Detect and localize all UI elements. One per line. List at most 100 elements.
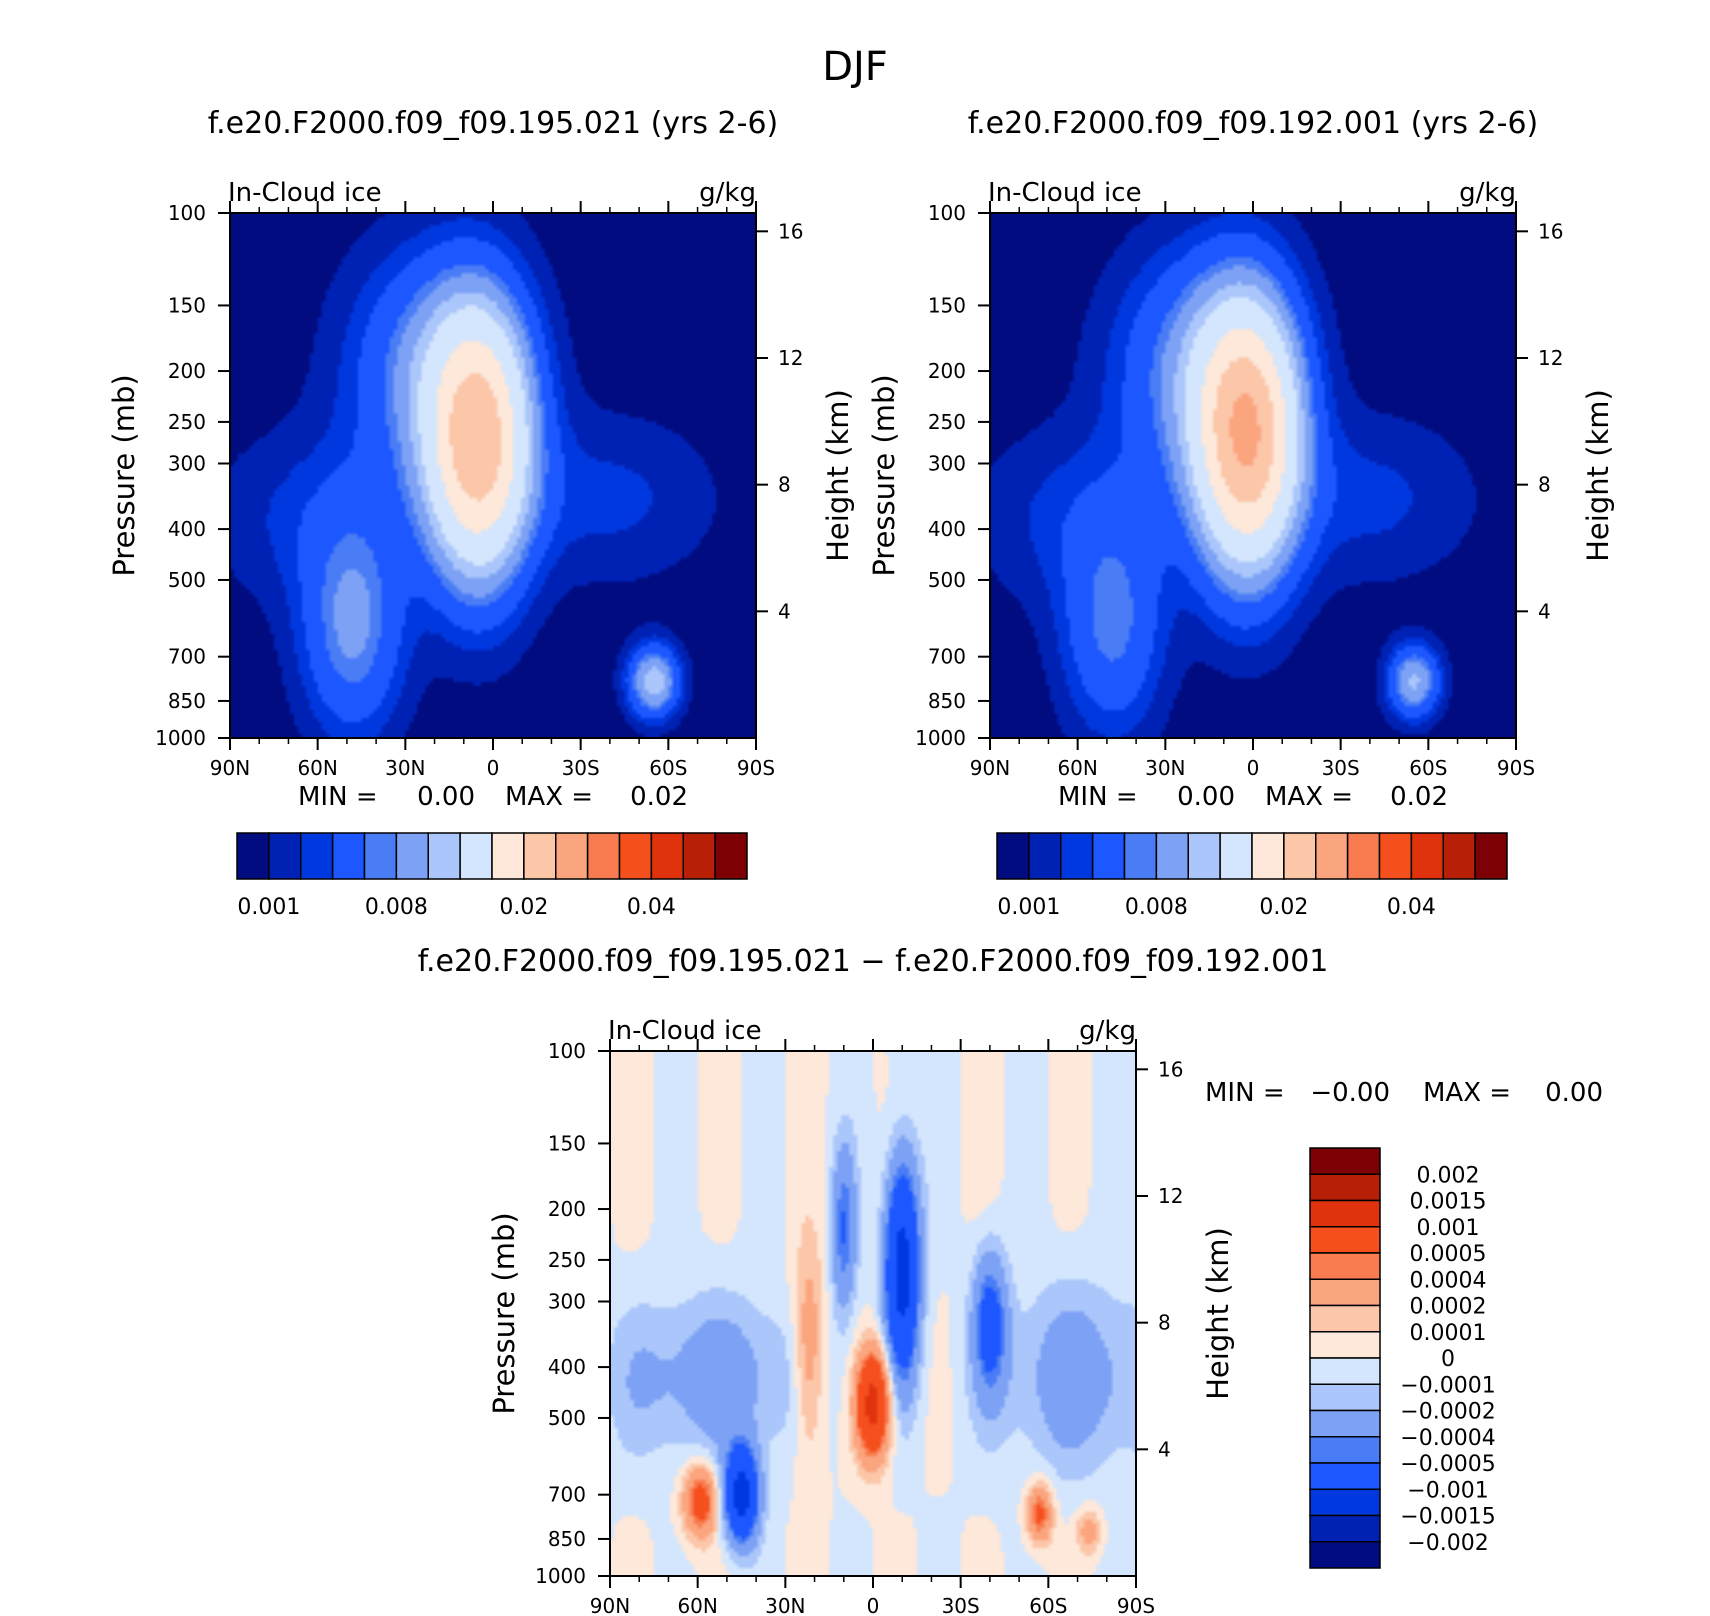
x-tick-label: 90N: [970, 756, 1010, 780]
colorbar-tick-label: 0.0004: [1410, 1268, 1487, 1293]
colorbar-swatch: [491, 832, 525, 880]
max-value: 0.02: [1390, 782, 1448, 812]
units-label: g/kg: [1459, 178, 1516, 208]
min-label: MIN =: [1058, 782, 1138, 812]
y-tick-label: 400: [548, 1355, 586, 1379]
colorbar-swatch: [1346, 832, 1381, 880]
colorbar-swatch: [1442, 832, 1476, 880]
colorbar-tick-label: 0.02: [1259, 895, 1308, 920]
colorbar-tick-label: 0.0005: [1410, 1242, 1487, 1267]
colorbar-swatch: [1091, 832, 1126, 880]
colorbar-tick-label: 0.001: [997, 895, 1060, 920]
colorbar-swatch: [996, 832, 1030, 880]
colorbar-swatch: [1251, 832, 1285, 880]
y-tick-label: 150: [168, 293, 206, 317]
x-tick-label: 90S: [1117, 1594, 1155, 1616]
x-tick-label: 60S: [649, 756, 687, 780]
x-tick-label: 0: [1247, 756, 1260, 780]
y-tick-label: 1000: [155, 726, 206, 750]
contour-field: [990, 213, 1516, 738]
colorbar: 0.001 0.008 0.02 0.04: [996, 832, 1508, 920]
right-axis-label: Height (km): [1201, 1227, 1235, 1400]
field-label: In-Cloud ice: [988, 178, 1142, 208]
colorbar-tick-label: 0.008: [1125, 895, 1188, 920]
colorbar-swatch: [363, 832, 398, 880]
colorbar-swatch: [1309, 1409, 1381, 1438]
y-tick-label: 850: [928, 689, 966, 713]
colorbar-tick-label: 0.04: [1387, 895, 1436, 920]
y-tick-label: 500: [548, 1406, 586, 1430]
max-label: MAX =: [505, 782, 593, 812]
right-tick-label: 16: [1158, 1057, 1183, 1081]
colorbar-swatch: [1309, 1436, 1381, 1464]
right-tick-label: 4: [1158, 1437, 1171, 1461]
colorbar-swatch: [618, 832, 653, 880]
colorbar-swatch: [523, 832, 557, 880]
right-axis-label: Height (km): [821, 389, 855, 562]
colorbar-tick-label: −0.0005: [1400, 1452, 1495, 1477]
max-value: 0.02: [630, 782, 688, 812]
x-tick-label: 0: [487, 756, 500, 780]
right-axis-label: Height (km): [1581, 389, 1615, 562]
max-label: MAX =: [1423, 1078, 1511, 1108]
field-label: In-Cloud ice: [608, 1016, 762, 1046]
units-label: g/kg: [699, 178, 756, 208]
field-label: In-Cloud ice: [228, 178, 382, 208]
colorbar-swatch: [1219, 832, 1253, 880]
y-tick-label: 400: [928, 517, 966, 541]
y-tick-label: 1000: [915, 726, 966, 750]
colorbar-tick-label: 0.008: [365, 895, 428, 920]
colorbar-swatch: [1378, 832, 1413, 880]
colorbar-swatch: [1309, 1173, 1381, 1202]
colorbar-swatch: [1309, 1199, 1381, 1228]
y-tick-label: 300: [168, 451, 206, 475]
min-label: MIN =: [298, 782, 378, 812]
colorbar-swatch: [268, 832, 302, 880]
min-value: −0.00: [1310, 1078, 1390, 1108]
colorbar-swatch: [1309, 1304, 1381, 1333]
panel-a: f.e20.F2000.f09_f09.195.021 (yrs 2-6) In-…: [107, 106, 855, 920]
colorbar-swatch: [1315, 832, 1349, 880]
y-tick-label: 850: [168, 689, 206, 713]
right-tick-label: 4: [1538, 599, 1551, 623]
colorbar-swatch: [1309, 1357, 1381, 1385]
max-value: 0.00: [1545, 1078, 1603, 1108]
y-tick-label: 100: [168, 201, 206, 225]
colorbar-tick-label: −0.0002: [1400, 1400, 1495, 1425]
x-tick-label: 60N: [677, 1594, 717, 1616]
colorbar-swatch: [1309, 1278, 1381, 1307]
x-tick-label: 90S: [1497, 756, 1535, 780]
x-tick-label: 30N: [1145, 756, 1185, 780]
colorbar-swatch: [1309, 1541, 1381, 1569]
x-tick-label: 30S: [1322, 756, 1360, 780]
colorbar-tick-label: 0.001: [1417, 1216, 1480, 1241]
x-tick-label: 30S: [942, 1594, 980, 1616]
colorbar-swatch: [1309, 1252, 1381, 1280]
y-tick-label: 250: [928, 410, 966, 434]
units-label: g/kg: [1079, 1016, 1136, 1046]
colorbar-tick-label: 0.002: [1417, 1163, 1480, 1188]
panel-title: f.e20.F2000.f09_f09.192.001 (yrs 2-6): [968, 106, 1538, 141]
colorbar-tick-label: 0.0002: [1410, 1295, 1487, 1320]
x-tick-label: 60N: [1057, 756, 1097, 780]
y-tick-label: 200: [168, 359, 206, 383]
colorbar-swatch: [395, 832, 429, 880]
contour-field: [230, 213, 756, 738]
right-tick-label: 8: [778, 473, 791, 497]
colorbar-swatch: [1474, 832, 1508, 880]
y-axis-label: Pressure (mb): [107, 374, 141, 576]
right-tick-label: 16: [778, 219, 803, 243]
x-tick-label: 60S: [1029, 1594, 1067, 1616]
colorbar-tick-label: 0.001: [237, 895, 300, 920]
y-tick-label: 500: [928, 568, 966, 592]
min-value: 0.00: [1177, 782, 1235, 812]
panel-title: f.e20.F2000.f09_f09.195.021 (yrs 2-6): [208, 106, 778, 141]
colorbar-swatch: [650, 832, 684, 880]
colorbar-swatch: [1309, 1514, 1381, 1543]
contour-field: [610, 1051, 1136, 1576]
colorbar-tick-label: −0.002: [1407, 1531, 1488, 1556]
panel-title: f.e20.F2000.f09_f09.195.021 − f.e20.F200…: [418, 944, 1329, 979]
y-tick-label: 150: [548, 1131, 586, 1155]
colorbar-swatch: [1309, 1462, 1381, 1490]
